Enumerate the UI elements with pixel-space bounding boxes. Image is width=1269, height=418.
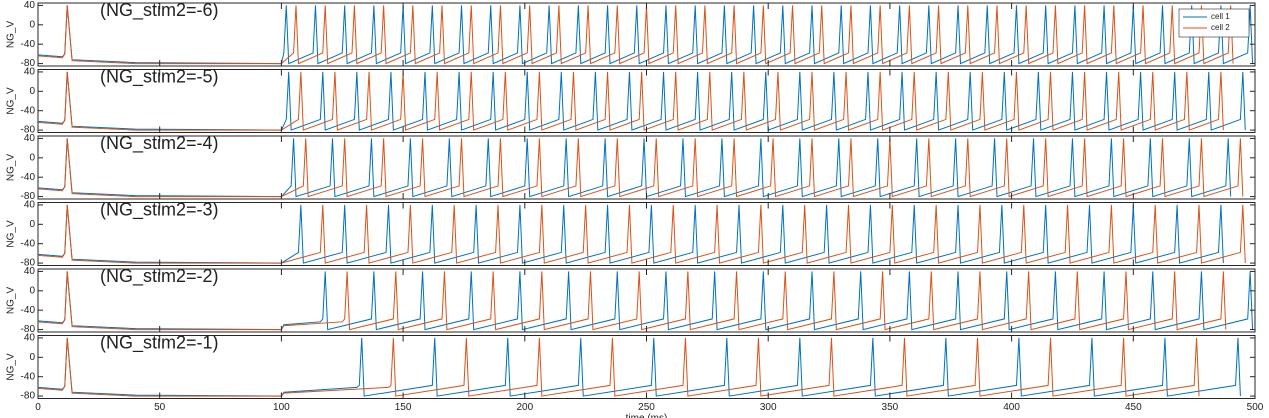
x-tick-label: 400 [1003, 402, 1020, 413]
trace [38, 5, 1254, 65]
x-axis-label: time (ms) [626, 413, 668, 418]
y-tick-label: -80 [21, 58, 36, 69]
trace [38, 204, 1224, 264]
y-axis-label: NG_V [6, 353, 17, 381]
trace [38, 71, 1224, 131]
x-tick-label: 100 [273, 402, 290, 413]
x-tick-label: 50 [154, 402, 166, 413]
plot-area [38, 71, 1246, 131]
x-tick-label: 300 [760, 402, 777, 413]
y-tick-label: 0 [29, 219, 35, 230]
plot-area [38, 5, 1254, 65]
panel-title: (NG_stim2=-6) [100, 0, 219, 21]
y-tick-label: 0 [29, 86, 35, 97]
legend-box [1178, 8, 1250, 38]
trace [38, 71, 1246, 131]
plot-frame [37, 335, 1256, 399]
plot-frame [37, 268, 1256, 333]
y-tick-label: -40 [21, 371, 36, 382]
trace [38, 271, 1227, 331]
legend-label: cell 1 [1211, 12, 1230, 21]
x-tick-label: 500 [1247, 402, 1264, 413]
y-tick-label: -80 [21, 191, 36, 202]
x-tick-label: 250 [638, 402, 655, 413]
panel-title: (NG_stim2=-5) [100, 66, 219, 87]
plot-area [38, 271, 1254, 331]
y-tick-label: 0 [29, 152, 35, 163]
trace [38, 5, 1234, 65]
trace [38, 138, 1232, 198]
y-tick-label: -40 [21, 238, 36, 249]
y-tick-label: 40 [24, 200, 36, 211]
y-tick-label: -40 [21, 172, 36, 183]
x-tick-label: 200 [516, 402, 533, 413]
y-axis-label: NG_V [6, 21, 17, 49]
y-tick-label: 40 [24, 0, 36, 11]
y-tick-label: 0 [29, 352, 35, 363]
y-tick-label: -40 [21, 39, 36, 50]
y-tick-label: -80 [21, 324, 36, 335]
trace [38, 337, 1200, 397]
panel-title: (NG_stim2=-1) [100, 332, 219, 353]
y-tick-label: 40 [24, 333, 36, 344]
panel-title: (NG_stim2=-4) [100, 133, 219, 154]
panel-title: (NG_stim2=-2) [100, 266, 219, 287]
trace [38, 138, 1244, 198]
y-tick-label: -40 [21, 305, 36, 316]
y-tick-label: 40 [24, 266, 36, 277]
y-tick-label: -80 [21, 258, 36, 269]
plot-area [38, 337, 1241, 397]
y-tick-label: 40 [24, 67, 36, 78]
y-axis-label: NG_V [6, 87, 17, 115]
trace [38, 271, 1254, 331]
y-axis-label: NG_V [6, 154, 17, 182]
trace [38, 204, 1246, 264]
y-tick-label: 0 [29, 285, 35, 296]
legend-label: cell 2 [1211, 23, 1230, 32]
trace [38, 337, 1241, 397]
x-tick-label: 450 [1125, 402, 1142, 413]
y-tick-label: -80 [21, 391, 36, 402]
y-axis-label: NG_V [6, 287, 17, 315]
x-tick-label: 350 [882, 402, 899, 413]
y-tick-label: 0 [29, 19, 35, 30]
x-tick-label: 150 [395, 402, 412, 413]
plot-frame [37, 202, 1256, 266]
x-tick-label: 0 [35, 402, 41, 413]
y-tick-label: -40 [21, 105, 36, 116]
y-tick-label: 40 [24, 133, 36, 144]
y-tick-label: -80 [21, 125, 36, 136]
plot-area [38, 204, 1246, 264]
panel-title: (NG_stim2=-3) [100, 199, 219, 220]
plot-area [38, 138, 1244, 198]
y-axis-label: NG_V [6, 220, 17, 248]
